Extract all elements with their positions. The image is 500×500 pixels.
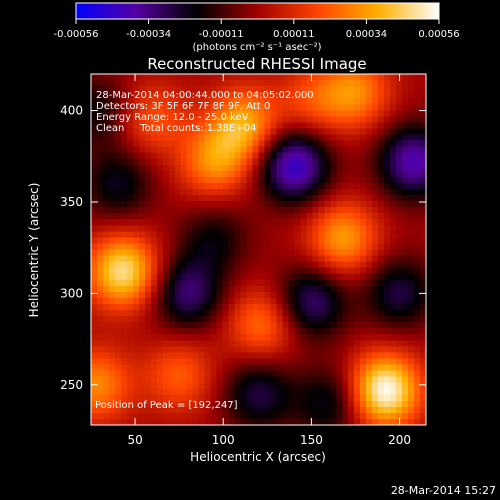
chart-title: Reconstructed RHESSI Image — [147, 55, 366, 73]
annotation-clean-counts: Clean Total counts: 1.38E+04 — [96, 123, 256, 134]
y-tick-label: 300 — [60, 286, 83, 300]
x-tick-label: 50 — [127, 433, 142, 447]
heatmap-image — [91, 74, 426, 425]
colorbar-tick-labels: -0.00056 -0.00034 -0.00011 0.00011 0.00034 0.… — [54, 29, 460, 40]
annotation-block: 28-Mar-2014 04:00:44.000 to 04:05:02.000… — [96, 90, 314, 134]
colorbar-tick-label: -0.00056 — [54, 29, 99, 40]
x-axis-label: Heliocentric X (arcsec) — [190, 450, 326, 464]
x-tick-label: 150 — [300, 433, 323, 447]
colorbar-tick-label: -0.00034 — [126, 29, 171, 40]
y-tick-label: 350 — [60, 195, 83, 209]
y-axis-ticks: 250 300 350 400 — [60, 104, 426, 392]
x-tick-label: 200 — [388, 433, 411, 447]
y-tick-label: 250 — [60, 378, 83, 392]
y-axis-label: Heliocentric Y (arcsec) — [27, 183, 41, 318]
annotation-detectors: Detectors: 3F 5F 6F 7F 8F 9F, Att 0 — [96, 101, 270, 112]
colorbar-tick-label: 0.00056 — [418, 29, 459, 40]
annotation-energy-range: Energy Range: 12.0 - 25.0 keV — [96, 112, 249, 123]
x-tick-label: 100 — [212, 433, 235, 447]
annotation-time-range: 28-Mar-2014 04:00:44.000 to 04:05:02.000 — [96, 90, 314, 101]
colorbar-tick-label: 0.00034 — [346, 29, 387, 40]
colorbar-unit-label: (photons cm⁻² s⁻¹ asec⁻²) — [192, 42, 321, 53]
plot-frame — [90, 73, 427, 426]
colorbar-ticks — [75, 19, 440, 24]
peak-position-label: Position of Peak = [192,247] — [95, 400, 238, 411]
colorbar-tick-label: -0.00011 — [199, 29, 244, 40]
colorbar — [75, 2, 440, 20]
colorbar-tick-label: 0.00011 — [273, 29, 314, 40]
y-tick-label: 400 — [60, 104, 83, 118]
footer-timestamp: 28-Mar-2014 15:27 — [391, 484, 496, 497]
x-axis-ticks: 50 100 150 200 — [127, 74, 411, 447]
